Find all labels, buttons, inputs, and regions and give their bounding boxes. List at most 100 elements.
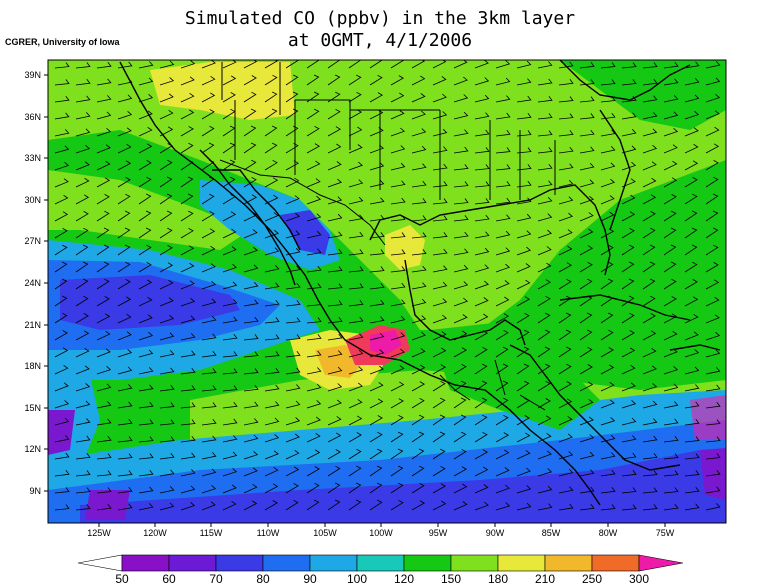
wind-barb [432, 248, 448, 256]
us-mexico-border [219, 159, 386, 246]
wind-barb [558, 346, 572, 358]
wind-barb [642, 278, 656, 290]
wind-barb [369, 266, 385, 273]
wind-barb [432, 198, 448, 205]
wind-barb [684, 244, 698, 256]
wind-barb [705, 244, 719, 256]
wind-barb [390, 299, 406, 307]
wind-barb [495, 380, 509, 392]
wind-barb [327, 333, 343, 341]
wind-barb [285, 351, 301, 358]
wind-barb [558, 113, 574, 120]
wind-barb [117, 401, 133, 409]
wind-barb [159, 93, 174, 103]
wind-barb [369, 197, 385, 205]
wind-barb [201, 142, 215, 154]
wind-barb [54, 295, 68, 307]
wind-barb [453, 347, 468, 358]
wind-barb [138, 279, 153, 290]
wind-barb [390, 482, 404, 494]
wind-barb [75, 112, 91, 120]
wind-barb [264, 384, 280, 392]
wind-barb [243, 368, 259, 375]
wind-barb [474, 231, 490, 239]
lon-label: 90W [486, 528, 505, 538]
wind-barb [180, 297, 196, 307]
wind-barb [138, 61, 154, 69]
wind-barb [96, 261, 110, 273]
lat-ticks [44, 74, 48, 492]
colorbar-swatch [356, 554, 405, 572]
wind-barb [348, 179, 364, 188]
wind-barb [621, 435, 637, 443]
wind-barb [537, 113, 553, 120]
wind-barb [642, 487, 658, 494]
wind-barb [621, 452, 637, 460]
wind-barb [474, 181, 490, 188]
colorbar-low-arrow [77, 554, 123, 572]
wind-barb [579, 312, 593, 324]
wind-barb [432, 163, 448, 171]
wind-barb [243, 142, 257, 154]
wind-barb [159, 332, 175, 341]
wind-barb [516, 450, 531, 460]
wind-barb [705, 486, 721, 494]
wind-barb [54, 364, 69, 375]
wind-barb [180, 280, 195, 290]
wind-barb [54, 312, 68, 324]
wind-barb [159, 314, 175, 324]
wind-barb [537, 147, 553, 154]
wind-barb [54, 278, 68, 290]
wind-barb [558, 295, 572, 307]
colorbar-label: 150 [441, 572, 461, 586]
wind-barb [453, 248, 469, 256]
wind-barb [558, 329, 572, 341]
wind-barb [201, 245, 216, 256]
wind-barb [264, 282, 280, 290]
field-green-northeast [560, 60, 726, 130]
wind-barb [579, 96, 595, 103]
wind-barb [474, 112, 490, 120]
field-blue-gulfcal [280, 210, 330, 255]
wind-barb [705, 110, 720, 120]
wind-barb [222, 500, 237, 511]
wind-barb [432, 181, 448, 188]
wind-barb [243, 401, 259, 409]
wind-barb [432, 364, 447, 375]
wind-barb [411, 249, 427, 256]
wind-barb [663, 95, 679, 103]
wind-barb [495, 502, 511, 511]
wind-barb [306, 125, 320, 137]
colorbar-swatch [168, 554, 217, 572]
wind-barb [621, 79, 637, 86]
wind-barb [600, 96, 616, 103]
wind-barb [369, 179, 385, 188]
wind-barb [705, 503, 721, 511]
wind-barb [117, 143, 132, 154]
wind-barb [600, 211, 615, 222]
wind-barb [537, 415, 552, 426]
wind-barb [138, 176, 152, 188]
wind-barb [684, 160, 699, 171]
wind-barb [348, 316, 364, 324]
wind-barb [642, 383, 658, 392]
wind-barb [453, 431, 467, 443]
wind-barb [411, 331, 426, 341]
wind-barb [54, 470, 70, 477]
wind-barb [390, 348, 405, 358]
wind-barb [621, 211, 636, 222]
wind-barb [96, 127, 112, 137]
wind-barb [327, 266, 343, 273]
wind-barb [705, 93, 721, 103]
wind-barb [264, 212, 279, 222]
wind-barb [54, 79, 70, 86]
wind-barb [453, 314, 468, 324]
lat-axis: 39N 36N 33N 30N 27N 24N 21N 18N 15N 12N … [24, 70, 41, 496]
wind-barb [390, 499, 404, 511]
wind-barb [537, 279, 552, 290]
wind-barb [243, 316, 259, 324]
wind-barb [327, 399, 342, 409]
wind-barb [579, 381, 594, 392]
wind-barb [201, 263, 216, 273]
wind-barb [159, 384, 175, 392]
